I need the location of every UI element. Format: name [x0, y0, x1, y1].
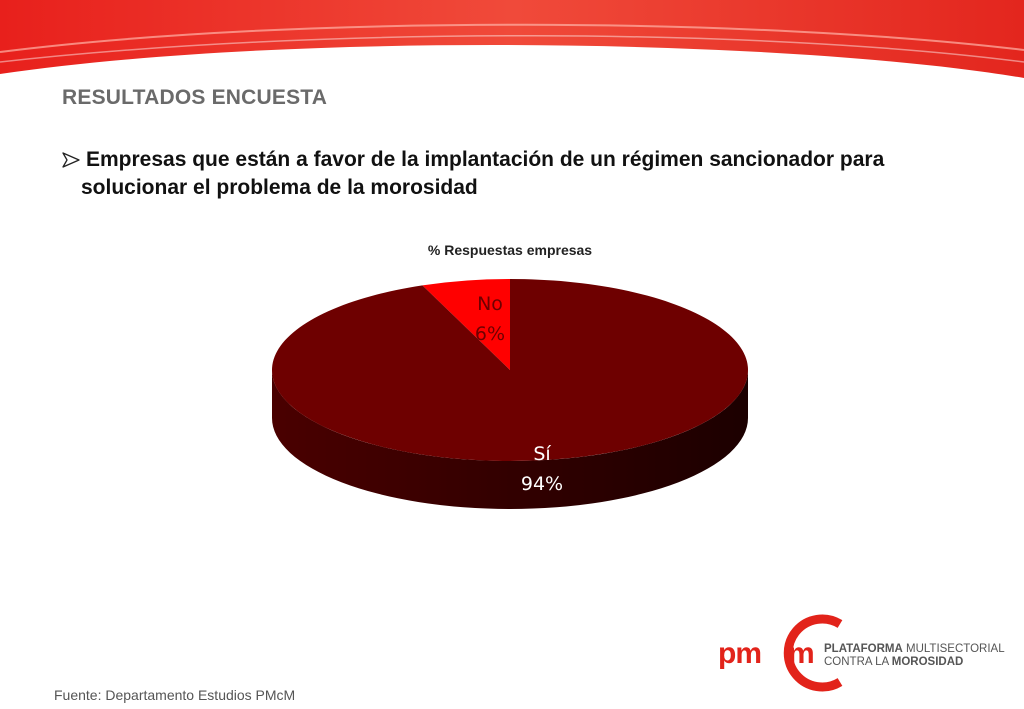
pie-slice-si [272, 279, 748, 461]
chart-title: % Respuestas empresas [428, 242, 592, 258]
logo-mark-left: pm [718, 637, 761, 670]
section-title: RESULTADOS ENCUESTA [62, 86, 328, 109]
logo-line1: PLATAFORMA MULTISECTORIAL [824, 643, 1005, 655]
pie-side-wall [272, 370, 748, 509]
header-banner [0, 0, 1024, 78]
pie-slice-no [422, 279, 510, 370]
pie-label-category: Sí [533, 443, 551, 465]
pie-label-value: 6% [475, 323, 505, 345]
arrow-bullet-icon [62, 152, 80, 168]
bullet-text-line2: solucionar el problema de la morosidad [81, 176, 478, 199]
pie-label-category: No [477, 293, 503, 315]
pie-chart: % Respuestas empresas No 6% Sí 94% [272, 242, 748, 509]
bullet-text-line1: Empresas que están a favor de la implant… [86, 148, 885, 171]
pmcm-logo: pm m PLATAFORMA MULTISECTORIAL CONTRA LA… [718, 614, 1005, 692]
logo-line2: CONTRA LA MOROSIDAD [824, 656, 963, 668]
source-note: Fuente: Departamento Estudios PMcM [54, 687, 296, 703]
logo-c-arc [783, 614, 843, 692]
pie-label-value: 94% [521, 473, 563, 495]
logo-mark-right: m [788, 637, 815, 670]
